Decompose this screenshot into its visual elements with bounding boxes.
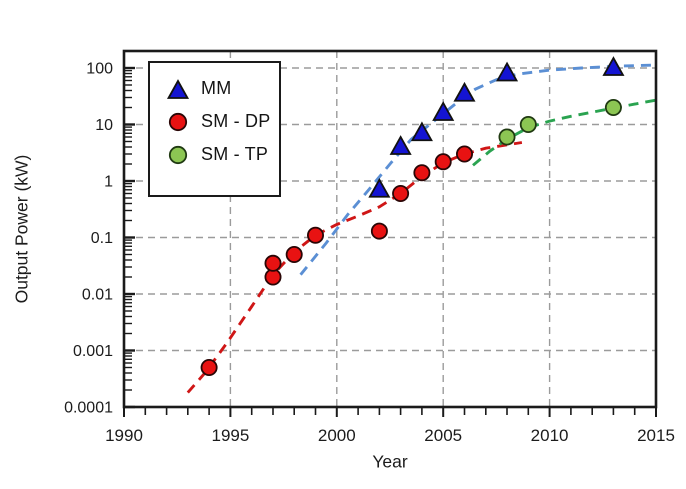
triangle-marker-icon — [166, 78, 190, 99]
data-point-sm-dp — [306, 226, 324, 244]
legend-label-sm-tp: SM - TP — [201, 144, 269, 164]
plot-border — [122, 49, 658, 409]
data-point-sm-tp — [519, 116, 537, 134]
data-point-sm-dp — [455, 145, 473, 163]
data-point-sm-tp — [498, 128, 516, 146]
y-tick-label: 0.1 — [91, 230, 113, 247]
legend-item-mm: MM — [166, 72, 279, 105]
data-point-sm-dp — [413, 164, 431, 182]
legend-label-mm: MM — [201, 78, 232, 98]
data-point-sm-dp — [392, 184, 410, 202]
mm-marker — [166, 78, 190, 99]
y-tick-label: 0.0001 — [64, 400, 113, 417]
y-tick-label: 100 — [86, 61, 113, 78]
trend-line-mm — [299, 63, 657, 276]
x-tick-label: 1990 — [105, 426, 143, 445]
y-tick-label: 0.001 — [73, 343, 113, 360]
data-point-mm — [432, 101, 455, 121]
y-tick-label: 0.01 — [82, 287, 113, 304]
x-tick-label: 2015 — [637, 426, 675, 445]
data-point-sm-tp — [604, 99, 622, 117]
data-point-sm-dp — [434, 153, 452, 171]
x-tick-label: 2010 — [531, 426, 569, 445]
data-point-sm-dp — [285, 245, 303, 263]
data-point-mm — [496, 61, 519, 82]
circle-marker-icon — [168, 145, 188, 164]
data-point-sm-dp — [200, 358, 218, 376]
x-tick-label: 2000 — [318, 426, 356, 445]
circle-marker-icon — [168, 112, 188, 131]
y-tick-label: 10 — [95, 117, 113, 134]
data-point-mm — [602, 56, 625, 76]
data-point-mm — [389, 135, 412, 155]
x-tick-label: 1995 — [211, 426, 249, 445]
legend-item-sm-tp: SM - TP — [166, 138, 279, 171]
data-point-mm — [453, 81, 476, 102]
y-tick-label: 1 — [104, 174, 113, 191]
x-tick-label: 2005 — [424, 426, 462, 445]
data-point-mm — [410, 121, 433, 142]
trend-line-sm-dp — [186, 141, 523, 394]
legend-label-sm-dp: SM - DP — [201, 111, 271, 131]
legend: MM SM - DP SM - TP — [148, 61, 281, 197]
sm-tp-marker — [168, 145, 188, 164]
data-point-mm — [368, 177, 391, 198]
data-point-sm-dp — [370, 222, 388, 240]
y-axis-title: Output Power (kW) — [11, 154, 32, 304]
sm-dp-marker — [168, 112, 188, 131]
legend-item-sm-dp: SM - DP — [166, 105, 279, 138]
x-axis-title: Year — [372, 451, 408, 472]
data-point-sm-dp — [264, 254, 282, 272]
